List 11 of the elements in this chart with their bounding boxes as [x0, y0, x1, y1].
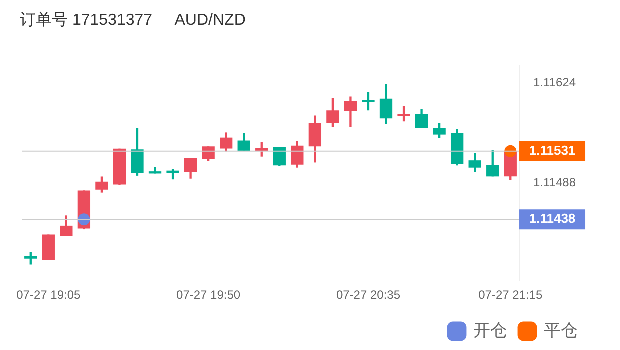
- x-tick-label: 07-27 19:50: [176, 288, 241, 302]
- legend-label: 平仓: [544, 321, 578, 340]
- y-tick-label: 1.11488: [534, 175, 576, 190]
- y-tick-label: 1.11624: [534, 75, 576, 90]
- x-tick-label: 07-27 19:05: [16, 288, 81, 302]
- legend-label: 开仓: [474, 321, 508, 340]
- ref-line-label: 1.11438: [529, 211, 576, 226]
- x-tick-label: 07-27 21:15: [478, 288, 543, 302]
- x-tick-label: 07-27 20:35: [336, 288, 401, 302]
- ref-line-label: 1.11531: [529, 142, 576, 158]
- chart-title: 订单号 171531377 AUD/NZD: [20, 11, 246, 31]
